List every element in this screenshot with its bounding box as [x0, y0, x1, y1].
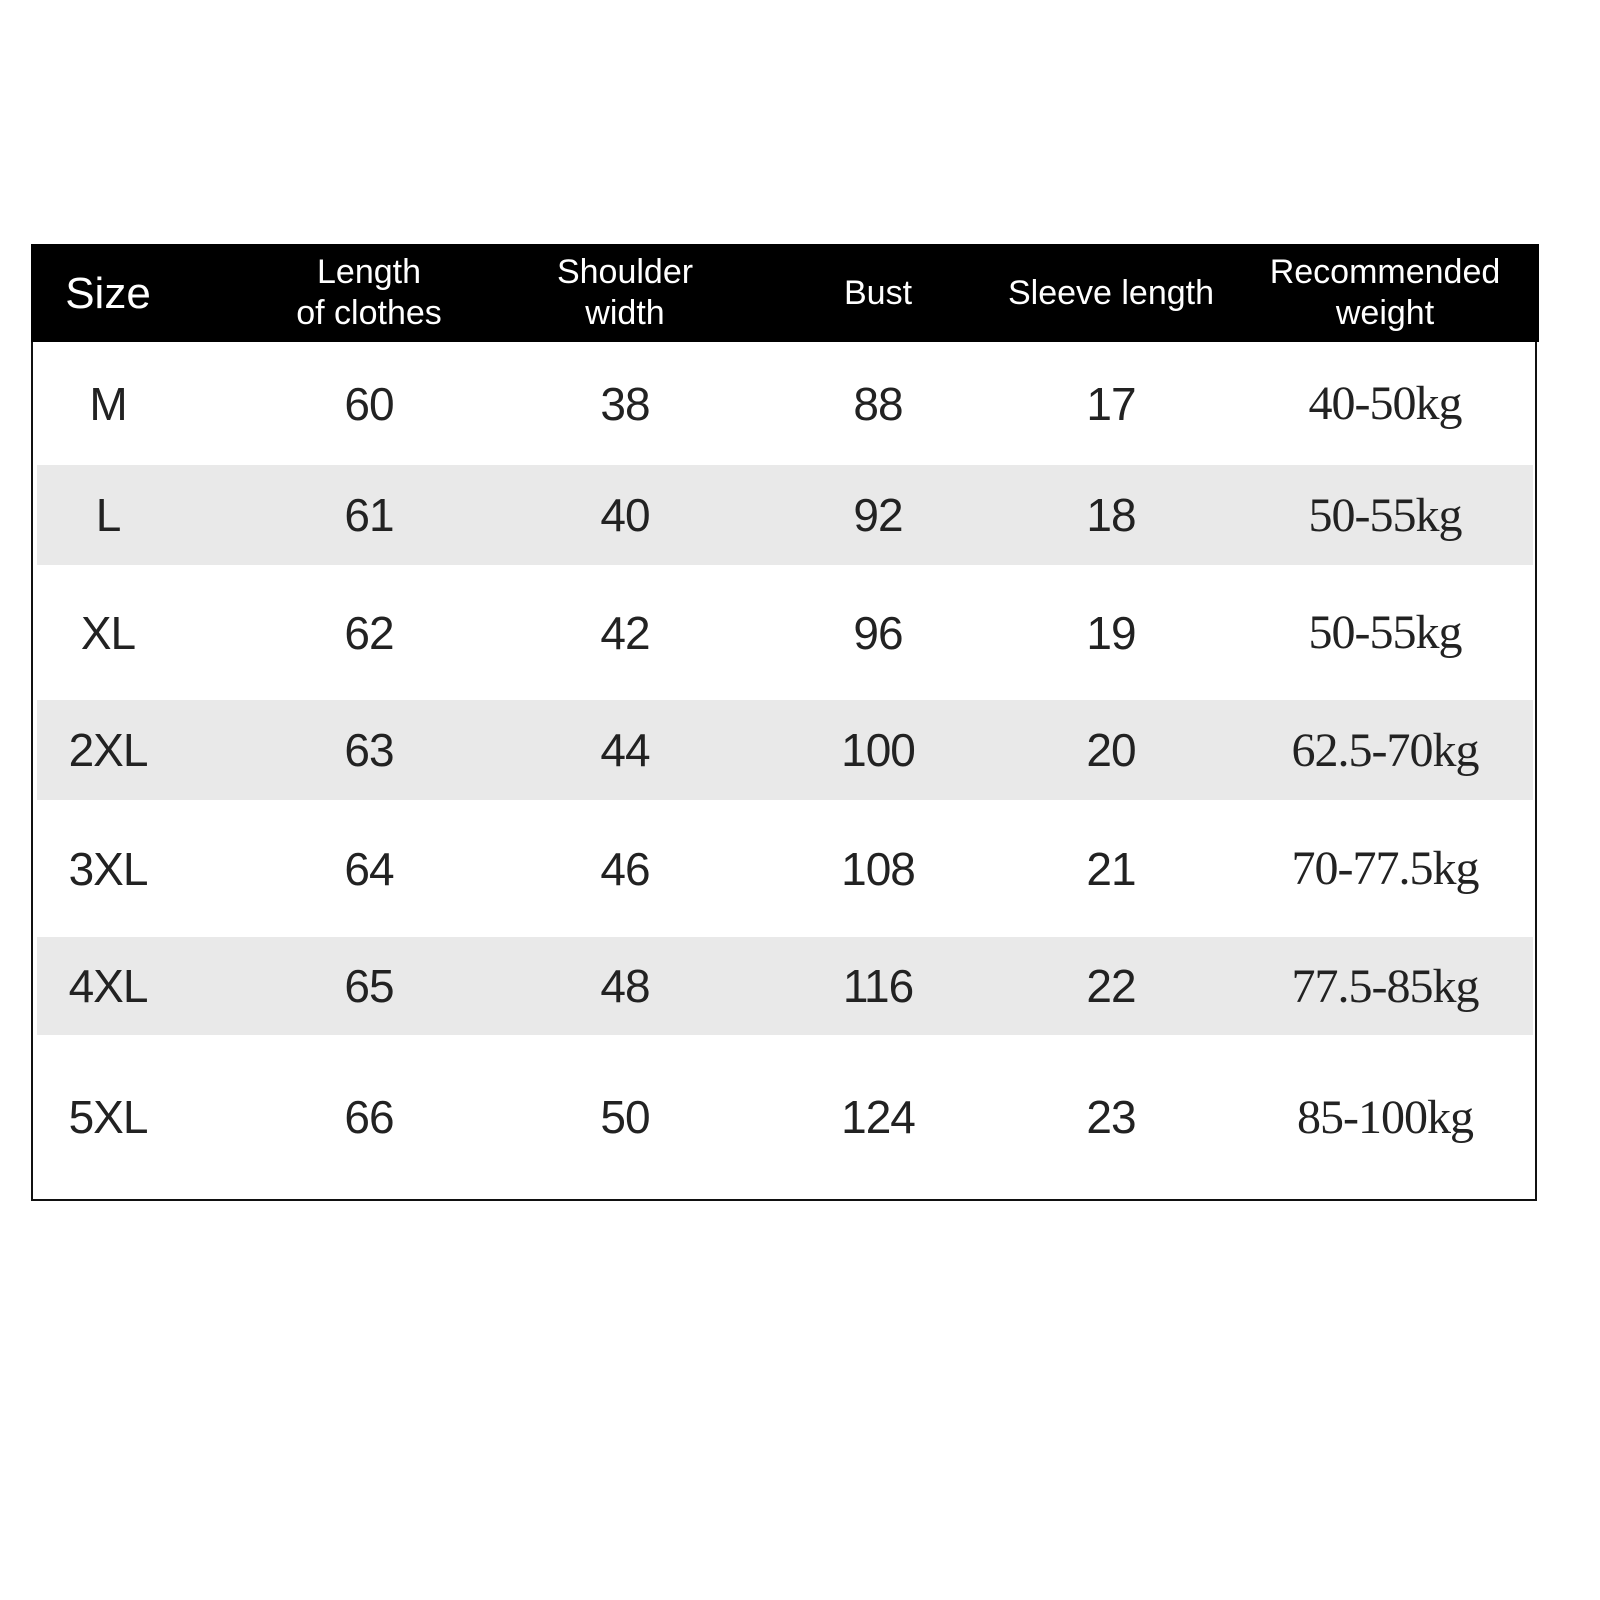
cell-weight: 77.5-85kg: [1291, 959, 1480, 1013]
cell-sleeve: 21: [1086, 842, 1136, 895]
table-row: XL 62 42 96 19 50-55kg: [37, 565, 1533, 700]
cell-shoulder: 42: [600, 606, 650, 659]
size-chart-table: Size Length of clothes Shoulder width Bust S…: [31, 244, 1539, 1201]
cell-size: 5XL: [68, 1091, 149, 1143]
cell-sleeve: 23: [1086, 1091, 1136, 1143]
cell-shoulder: 50: [600, 1091, 650, 1143]
header-length: Length of clothes: [296, 253, 442, 332]
cell-size: 4XL: [68, 960, 149, 1012]
table-row: 3XL 64 46 108 21 70-77.5kg: [37, 800, 1533, 937]
cell-sleeve: 22: [1086, 960, 1136, 1012]
cell-size: XL: [80, 606, 136, 659]
cell-sleeve: 18: [1086, 489, 1136, 541]
table-header: Size Length of clothes Shoulder width Bust S…: [31, 244, 1539, 342]
cell-shoulder: 48: [600, 960, 650, 1012]
table-row: 2XL 63 44 100 20 62.5-70kg: [37, 700, 1533, 800]
cell-length: 64: [344, 842, 394, 895]
cell-bust: 108: [841, 842, 916, 895]
cell-bust: 92: [853, 489, 903, 541]
cell-sleeve: 17: [1086, 377, 1136, 430]
cell-bust: 96: [853, 606, 903, 659]
header-shoulder: Shoulder width: [556, 253, 694, 332]
cell-bust: 124: [841, 1091, 916, 1143]
cell-sleeve: 19: [1086, 606, 1136, 659]
header-weight: Recommended weight: [1269, 253, 1501, 332]
cell-length: 61: [344, 489, 394, 541]
cell-shoulder: 38: [600, 377, 650, 430]
cell-length: 63: [344, 724, 394, 776]
cell-weight: 70-77.5kg: [1291, 842, 1480, 895]
cell-shoulder: 44: [600, 724, 650, 776]
table-row: L 61 40 92 18 50-55kg: [37, 465, 1533, 565]
cell-size: 2XL: [68, 724, 149, 776]
table-row: 5XL 66 50 124 23 85-100kg: [37, 1035, 1533, 1199]
cell-size: L: [95, 489, 122, 541]
cell-bust: 100: [841, 724, 916, 776]
cell-length: 60: [344, 377, 394, 430]
cell-bust: 116: [842, 960, 914, 1012]
header-sleeve: Sleeve length: [1007, 273, 1215, 312]
cell-weight: 62.5-70kg: [1291, 723, 1480, 777]
cell-shoulder: 46: [600, 842, 650, 895]
cell-length: 62: [344, 606, 394, 659]
cell-length: 66: [344, 1091, 394, 1143]
cell-weight: 85-100kg: [1297, 1090, 1474, 1144]
table-row: 4XL 65 48 116 22 77.5-85kg: [37, 937, 1533, 1035]
cell-shoulder: 40: [600, 489, 650, 541]
cell-size: M: [89, 377, 127, 430]
table-row: M 60 38 88 17 40-50kg: [37, 342, 1533, 465]
cell-size: 3XL: [68, 842, 149, 895]
cell-bust: 88: [853, 377, 903, 430]
cell-length: 65: [344, 960, 394, 1012]
cell-sleeve: 20: [1086, 724, 1136, 776]
header-size: Size: [65, 268, 151, 318]
header-bust: Bust: [843, 273, 913, 312]
cell-weight: 50-55kg: [1308, 606, 1463, 659]
cell-weight: 40-50kg: [1308, 377, 1463, 430]
cell-weight: 50-55kg: [1308, 488, 1463, 542]
